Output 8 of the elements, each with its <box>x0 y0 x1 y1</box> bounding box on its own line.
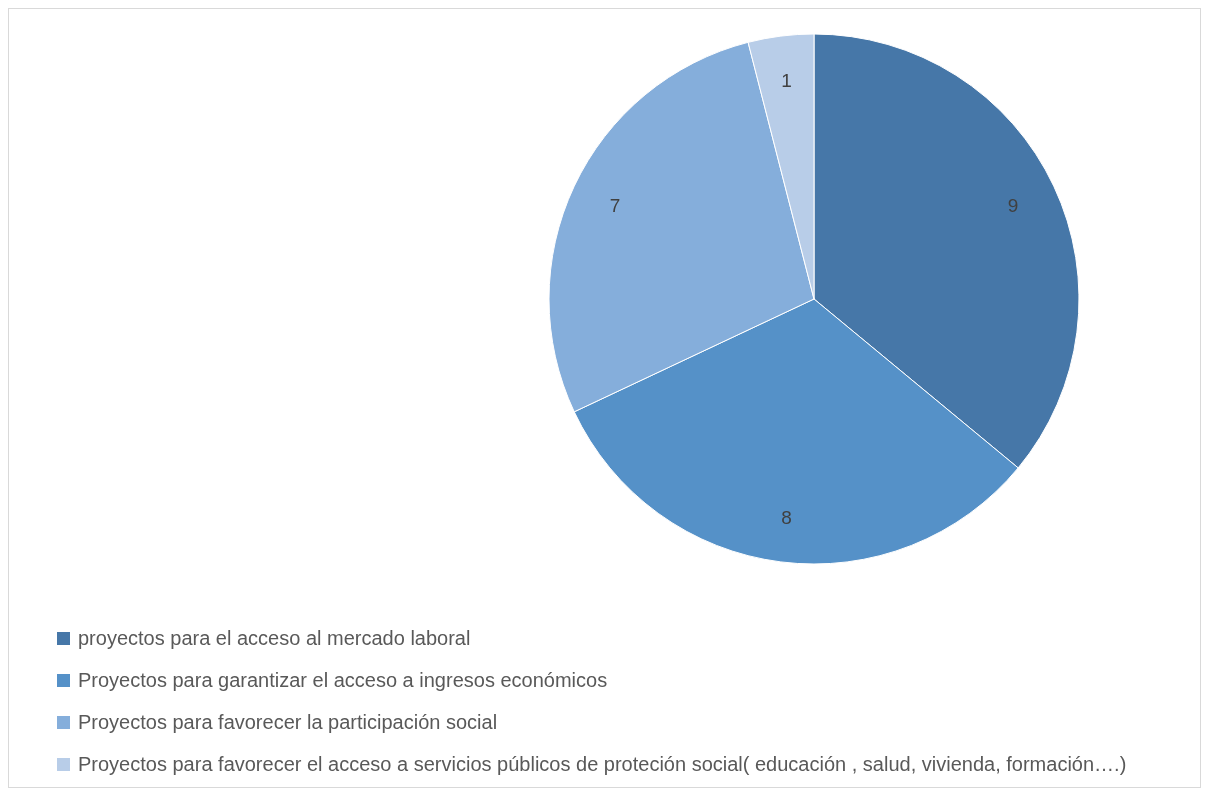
legend-label: Proyectos para favorecer la participación social <box>78 710 498 735</box>
legend-label: Proyectos para favorecer el acceso a servicios públicos de proteción social( educación , salud, vivienda, formación….) <box>78 752 1127 777</box>
legend-label: Proyectos para garantizar el acceso a ingresos económicos <box>78 668 608 693</box>
data-label: 9 <box>1007 194 1019 216</box>
data-label: 1 <box>781 70 792 92</box>
legend-label: proyectos para el acceso al mercado laboral <box>78 626 471 651</box>
data-label: 8 <box>781 506 792 528</box>
data-label: 7 <box>609 194 621 216</box>
